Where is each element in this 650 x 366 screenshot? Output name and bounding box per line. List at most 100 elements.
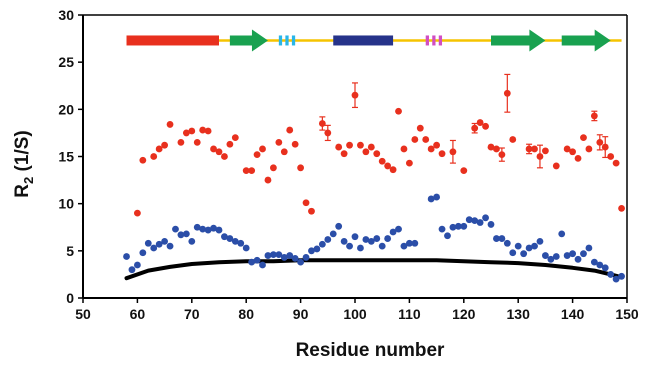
data-point [498, 235, 506, 242]
data-point [259, 145, 266, 153]
data-point [406, 239, 413, 247]
x-tick-label: 70 [184, 306, 200, 322]
data-point [569, 148, 576, 156]
x-axis-title: Residue number [296, 340, 445, 361]
data-point [601, 143, 609, 151]
data-point [395, 225, 402, 233]
data-point [210, 224, 217, 232]
data-point [313, 245, 321, 253]
data-point [280, 254, 288, 261]
x-tick-label: 90 [293, 306, 309, 322]
data-point [291, 140, 299, 148]
data-point [427, 145, 435, 153]
data-point [226, 140, 234, 148]
data-point [150, 244, 158, 252]
data-point [449, 148, 457, 156]
data-point [531, 242, 538, 250]
helix-bar [333, 35, 394, 46]
data-point [531, 145, 538, 153]
data-point [601, 264, 609, 272]
data-point [362, 236, 370, 243]
data-point [193, 223, 201, 231]
x-tick-label: 130 [507, 306, 531, 322]
data-point [280, 148, 288, 156]
y-axis-title-main: R [12, 184, 33, 198]
data-point [134, 261, 141, 269]
data-point [503, 89, 511, 97]
data-point [525, 145, 533, 153]
data-point [182, 129, 190, 137]
x-tick-label: 60 [130, 306, 146, 322]
data-point [329, 230, 337, 238]
data-point [580, 134, 587, 142]
y-tick-label: 0 [66, 290, 74, 306]
data-point [367, 238, 375, 245]
data-point [389, 228, 397, 236]
data-point [144, 239, 152, 247]
data-point [389, 166, 397, 174]
x-tick-label: 100 [343, 306, 367, 322]
data-point [552, 162, 560, 170]
data-point [248, 167, 256, 175]
data-point [547, 255, 555, 263]
y-axis-title-unit: (1/S) [12, 130, 33, 176]
data-point [471, 124, 479, 132]
data-point [438, 150, 446, 158]
x-tick-label: 80 [238, 306, 254, 322]
theoretical-r2-curve [124, 258, 624, 281]
data-point [618, 272, 625, 280]
y-tick-label: 10 [58, 196, 74, 212]
data-point [346, 242, 353, 250]
data-point [123, 253, 130, 260]
data-point [574, 255, 582, 263]
data-point [498, 151, 506, 159]
data-point [433, 193, 440, 201]
data-point [596, 261, 604, 269]
data-point [569, 250, 576, 258]
data-point [395, 107, 402, 115]
data-point [155, 240, 163, 248]
data-point [509, 249, 517, 257]
red-series [134, 73, 625, 217]
data-point [596, 138, 604, 146]
data-point [204, 226, 212, 234]
data-point [335, 222, 343, 230]
data-point [215, 148, 223, 156]
y-tick-label: 15 [58, 149, 74, 165]
helix-bar [126, 35, 219, 46]
data-point [357, 141, 364, 149]
data-point [514, 242, 522, 250]
data-point [433, 141, 440, 149]
data-point [384, 235, 392, 242]
data-point [259, 261, 266, 269]
data-point [378, 157, 386, 165]
data-point [134, 209, 141, 217]
data-point [231, 134, 239, 142]
strand-arrow [561, 29, 611, 52]
data-point [373, 235, 381, 242]
data-point [324, 129, 332, 137]
data-point [302, 199, 310, 207]
data-point [193, 138, 201, 146]
data-point [487, 143, 495, 151]
data-point [318, 240, 326, 248]
data-point [248, 258, 256, 266]
data-point [308, 207, 315, 215]
data-point [340, 150, 348, 158]
data-point [139, 156, 147, 164]
data-point [411, 239, 419, 247]
data-point [427, 195, 435, 203]
data-point [476, 119, 484, 126]
data-point [362, 148, 370, 156]
data-point [188, 127, 196, 135]
strand-arrow [229, 29, 268, 52]
data-point [493, 235, 500, 242]
data-point [449, 223, 457, 231]
data-point [618, 204, 625, 212]
data-point [286, 252, 294, 259]
data-point [357, 244, 364, 252]
data-point [264, 176, 272, 184]
data-point [215, 226, 223, 234]
data-point [150, 153, 158, 160]
blue-series [123, 193, 625, 283]
